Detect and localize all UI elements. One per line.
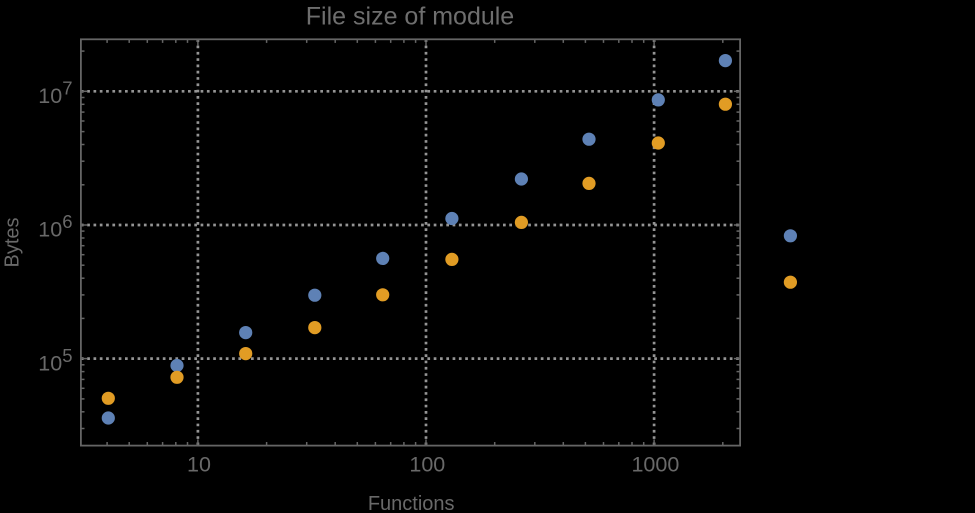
svg-text:100: 100 bbox=[409, 453, 445, 477]
svg-text:File size of module: File size of module bbox=[306, 3, 514, 31]
svg-text:Bytes: Bytes bbox=[2, 217, 24, 267]
svg-text:10: 10 bbox=[187, 453, 211, 477]
svg-text:Functions: Functions bbox=[368, 493, 455, 513]
svg-text:1000: 1000 bbox=[631, 453, 679, 477]
